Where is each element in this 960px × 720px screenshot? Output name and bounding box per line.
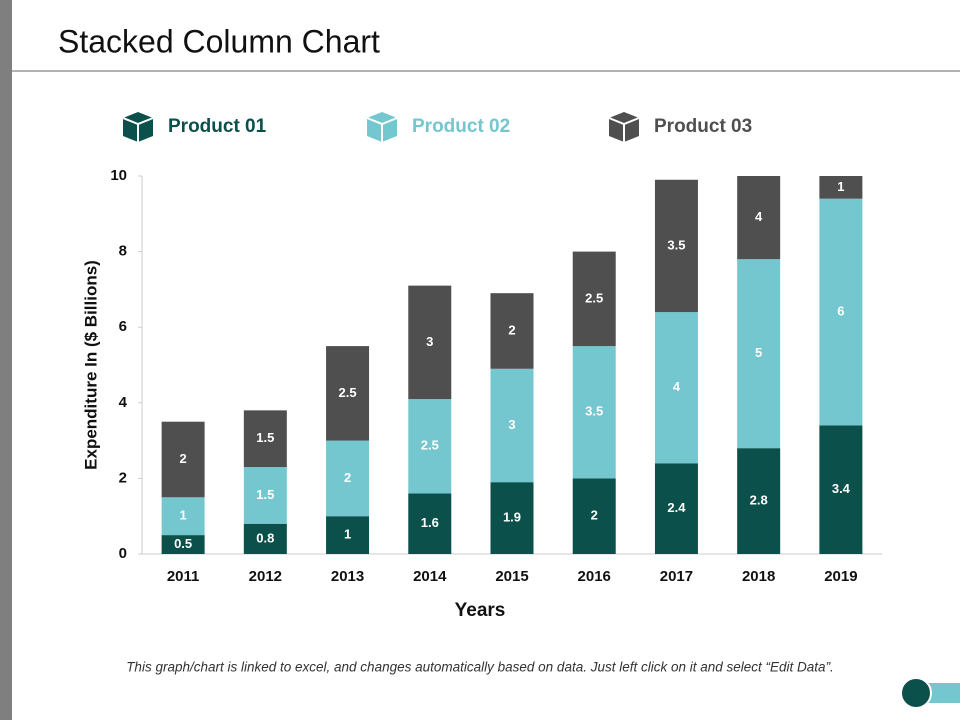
x-tick-label: 2012	[249, 568, 282, 585]
value-label: 1.6	[421, 515, 439, 530]
y-tick-label: 0	[119, 545, 127, 562]
bar-segment	[819, 176, 863, 199]
value-label: 4	[673, 379, 681, 394]
y-tick-label: 8	[119, 243, 127, 260]
value-label: 2	[591, 508, 598, 523]
side-bar	[0, 0, 12, 720]
bar-segment	[737, 259, 781, 449]
value-label: 3	[426, 334, 433, 349]
legend-icon-lines	[608, 117, 640, 142]
value-label: 0.5	[174, 536, 192, 551]
deco-circle	[900, 677, 932, 709]
legend-label: Product 01	[168, 116, 267, 137]
y-tick-label: 6	[119, 318, 127, 335]
value-label: 1.9	[503, 510, 521, 525]
x-tick-label: 2015	[495, 568, 528, 585]
bar-segment	[161, 421, 205, 498]
value-label: 2.5	[421, 438, 439, 453]
x-tick-label: 2019	[824, 568, 857, 585]
bar-segment	[819, 425, 863, 554]
y-tick-label: 2	[119, 469, 127, 486]
bar-segment	[408, 285, 452, 400]
bar-segment	[161, 535, 205, 554]
bar-segment	[490, 482, 534, 554]
value-label: 2.5	[585, 290, 603, 305]
value-label: 2	[508, 322, 515, 337]
value-label: 1.5	[256, 487, 274, 502]
value-label: 1	[344, 527, 351, 542]
bar-segment	[572, 478, 616, 554]
bar-segment	[572, 346, 616, 479]
bar-segment	[326, 516, 370, 554]
value-label: 2.4	[667, 500, 686, 515]
value-label: 3.5	[667, 237, 685, 252]
value-label: 2	[344, 470, 351, 485]
bar-segment	[654, 312, 698, 464]
value-label: 3.5	[585, 404, 603, 419]
bar-segment	[408, 493, 452, 554]
bar-segment	[161, 497, 205, 536]
x-tick-label: 2018	[742, 568, 775, 585]
bar-segment	[572, 251, 616, 347]
value-label: 1	[837, 179, 844, 194]
bar-segment	[654, 179, 698, 313]
x-tick-label: 2017	[660, 568, 693, 585]
bar-segment	[326, 440, 370, 517]
plot-area	[161, 176, 863, 554]
x-axis-title: Years	[455, 600, 506, 621]
bar-segment	[737, 448, 781, 554]
legend-icon-lines	[366, 117, 398, 142]
footnote: This graph/chart is linked to excel, and…	[126, 660, 834, 675]
value-label: 5	[755, 345, 762, 360]
y-tick-label: 10	[110, 167, 127, 184]
value-label: 6	[837, 304, 844, 319]
legend-icon-lines	[122, 117, 154, 142]
x-tick-label: 2011	[167, 568, 200, 585]
value-label: 0.8	[256, 530, 274, 545]
value-label: 2	[179, 451, 186, 466]
bar-segment	[243, 467, 287, 524]
value-label: 2.8	[750, 493, 768, 508]
bar-segment	[408, 399, 452, 494]
legend-label: Product 02	[412, 116, 510, 137]
bar-segment	[819, 198, 863, 426]
bar-segment	[490, 368, 534, 483]
x-tick-label: 2013	[331, 568, 364, 585]
bar-segment	[737, 176, 781, 260]
y-tick-label: 4	[119, 394, 128, 411]
bar-segment	[654, 463, 698, 554]
y-axis-title: Expenditure In ($ Billions)	[81, 260, 100, 470]
legend-label: Product 03	[654, 116, 752, 137]
value-label: 3	[508, 417, 515, 432]
bar-segment	[490, 293, 534, 369]
value-label: 4	[755, 209, 763, 224]
value-label: 1	[179, 508, 186, 523]
value-label: 1.5	[256, 430, 274, 445]
value-label: 3.4	[832, 481, 851, 496]
x-tick-label: 2014	[413, 568, 447, 585]
chart-title: Stacked Column Chart	[58, 23, 380, 59]
x-tick-label: 2016	[578, 568, 611, 585]
value-label: 2.5	[339, 385, 357, 400]
bar-segment	[243, 410, 287, 468]
bar-segment	[326, 346, 370, 441]
bar-segment	[243, 523, 287, 554]
